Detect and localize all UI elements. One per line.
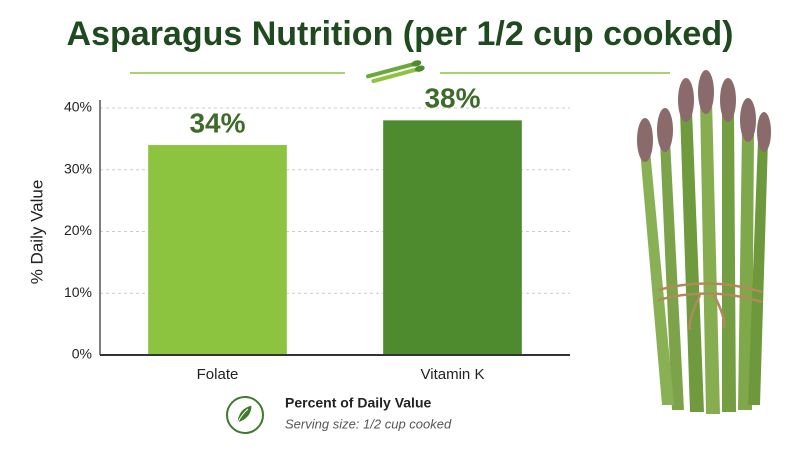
bar xyxy=(383,120,522,355)
x-tick-label: Folate xyxy=(197,366,239,383)
legend-title: Percent of Daily Value xyxy=(285,395,431,411)
y-tick-label: 30% xyxy=(64,160,92,176)
y-tick-label: 20% xyxy=(64,222,92,238)
bar xyxy=(148,145,287,355)
y-tick-label: 10% xyxy=(64,284,92,300)
asparagus-illustration xyxy=(637,70,771,414)
y-tick-label: 40% xyxy=(64,99,92,115)
value-label: 38% xyxy=(424,83,480,114)
legend-leaf xyxy=(236,404,253,424)
plot-area: 0% 10% 20% 30% 40% Folate 34% Vitamin K 38% xyxy=(64,83,570,383)
divider-icon xyxy=(366,60,425,84)
y-tick-label: 0% xyxy=(72,346,92,362)
legend-subtitle: Serving size: 1/2 cup cooked xyxy=(285,416,452,431)
chart-title: Asparagus Nutrition (per 1/2 cup cooked) xyxy=(67,15,734,53)
value-label: 34% xyxy=(189,107,245,138)
y-axis-label: % Daily Value xyxy=(27,180,46,285)
x-tick-label: Vitamin K xyxy=(421,366,485,383)
legend-icon xyxy=(226,396,264,434)
legend: Percent of Daily Value Serving size: 1/2… xyxy=(226,395,452,434)
